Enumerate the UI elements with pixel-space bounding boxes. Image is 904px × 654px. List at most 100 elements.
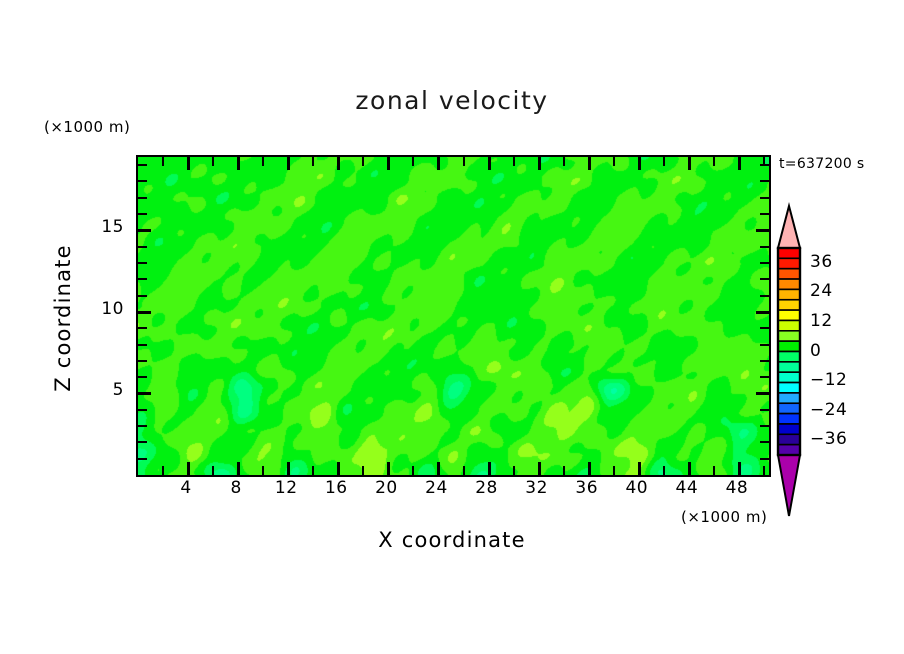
- x-axis-tick: [312, 466, 315, 475]
- y-axis-tick: [138, 278, 147, 281]
- x-tick-label: 20: [375, 478, 398, 498]
- x-axis-units-label: (×1000 m): [681, 508, 768, 526]
- x-axis-tick: [612, 466, 615, 475]
- y-axis-tick: [760, 441, 769, 444]
- y-axis-tick: [760, 425, 769, 428]
- colorbar-tick-label: −12: [810, 370, 848, 391]
- colorbar[interactable]: [770, 200, 904, 522]
- y-axis-tick: [760, 376, 769, 379]
- colorbar-tick-label: 12: [810, 310, 833, 331]
- y-axis-tick: [138, 245, 147, 248]
- x-axis-tick: [162, 466, 165, 475]
- y-axis-tick: [138, 327, 147, 330]
- y-axis-tick: [138, 294, 147, 297]
- colorbar-band: [777, 423, 801, 436]
- x-axis-tick: [762, 157, 765, 166]
- y-axis-tick: [760, 343, 769, 346]
- x-axis-tick: [212, 466, 215, 475]
- x-axis-tick: [687, 462, 691, 475]
- x-axis-tick: [237, 462, 241, 475]
- y-axis-tick: [760, 180, 769, 183]
- colorbar-band: [777, 319, 801, 332]
- x-tick-label: 48: [725, 478, 749, 498]
- colorbar-outline: [776, 246, 802, 457]
- y-axis-tick: [756, 229, 769, 233]
- y-axis-tick: [760, 245, 769, 248]
- colorbar-band: [777, 412, 801, 425]
- y-axis-tick: [138, 262, 147, 264]
- y-axis-tick: [138, 425, 147, 428]
- x-tick-label: 16: [324, 478, 348, 498]
- y-axis-tick: [760, 213, 769, 216]
- colorbar-band: [777, 267, 801, 280]
- contour-field: [138, 157, 769, 475]
- y-axis-tick: [760, 327, 769, 330]
- contour-plot-area[interactable]: [136, 155, 771, 477]
- y-axis-tick: [138, 164, 147, 167]
- colorbar-tick-label: −24: [810, 399, 848, 420]
- x-axis-tick: [637, 462, 641, 475]
- x-axis-tick: [537, 157, 541, 170]
- colorbar-band: [777, 298, 801, 311]
- colorbar-band: [777, 402, 801, 415]
- y-axis-tick: [760, 408, 769, 411]
- y-axis-tick: [760, 164, 769, 167]
- colorbar-band: [777, 278, 801, 291]
- page-title: zonal velocity: [355, 86, 549, 115]
- x-tick-label: 24: [425, 478, 448, 498]
- x-tick-label: 4: [180, 478, 192, 498]
- colorbar-band: [777, 309, 801, 322]
- x-axis-tick: [187, 157, 191, 170]
- x-axis-tick: [712, 466, 715, 475]
- colorbar-band: [777, 247, 801, 260]
- x-axis-tick: [562, 466, 565, 475]
- x-axis-tick: [262, 157, 265, 166]
- x-axis-tick: [737, 157, 741, 170]
- y-axis-tick: [138, 196, 147, 199]
- x-axis-tick: [662, 466, 665, 475]
- x-axis-tick: [187, 462, 191, 475]
- x-axis-tick: [662, 157, 665, 166]
- x-axis-tick: [412, 157, 415, 166]
- y-axis-tick: [138, 213, 147, 216]
- y-tick-label: 5: [112, 380, 124, 401]
- x-axis-tick: [512, 157, 515, 166]
- y-axis-tick: [138, 392, 151, 396]
- colorbar-band: [777, 433, 801, 446]
- x-axis-tick: [612, 157, 615, 166]
- y-tick-label: 15: [101, 217, 124, 238]
- y-axis-tick: [138, 180, 147, 183]
- colorbar-band: [777, 392, 801, 405]
- y-axis-tick: [756, 310, 769, 314]
- x-tick-label: 32: [525, 478, 548, 498]
- y-axis-tick: [138, 441, 147, 444]
- y-axis-tick: [138, 359, 147, 362]
- x-tick-label: 8: [230, 478, 242, 498]
- colorbar-band: [777, 257, 801, 270]
- x-tick-label: 36: [575, 478, 599, 498]
- x-axis-tick: [387, 462, 391, 475]
- x-axis-tick: [337, 462, 341, 475]
- y-axis-tick: [138, 376, 147, 379]
- y-axis-tick: [138, 408, 147, 411]
- x-axis-tick: [287, 462, 291, 475]
- x-axis-tick: [362, 157, 365, 166]
- x-axis-tick: [587, 462, 591, 475]
- y-axis-tick: [138, 310, 151, 314]
- colorbar-band: [777, 350, 801, 363]
- x-axis-tick: [512, 466, 515, 475]
- colorbar-swatches: [776, 202, 802, 517]
- z-axis-units-label: (×1000 m): [44, 118, 131, 136]
- x-axis-tick: [487, 157, 491, 170]
- colorbar-band: [777, 330, 801, 342]
- x-axis-tick: [487, 462, 491, 475]
- y-axis-tick: [756, 392, 769, 396]
- x-axis-tick: [362, 466, 365, 475]
- x-axis-tick: [337, 157, 341, 170]
- x-axis-tick: [262, 466, 265, 475]
- x-axis-tick: [537, 462, 541, 475]
- x-axis-title: X coordinate: [378, 528, 526, 552]
- x-axis-tick: [212, 157, 215, 166]
- colorbar-band: [777, 288, 801, 301]
- colorbar-band: [777, 371, 801, 384]
